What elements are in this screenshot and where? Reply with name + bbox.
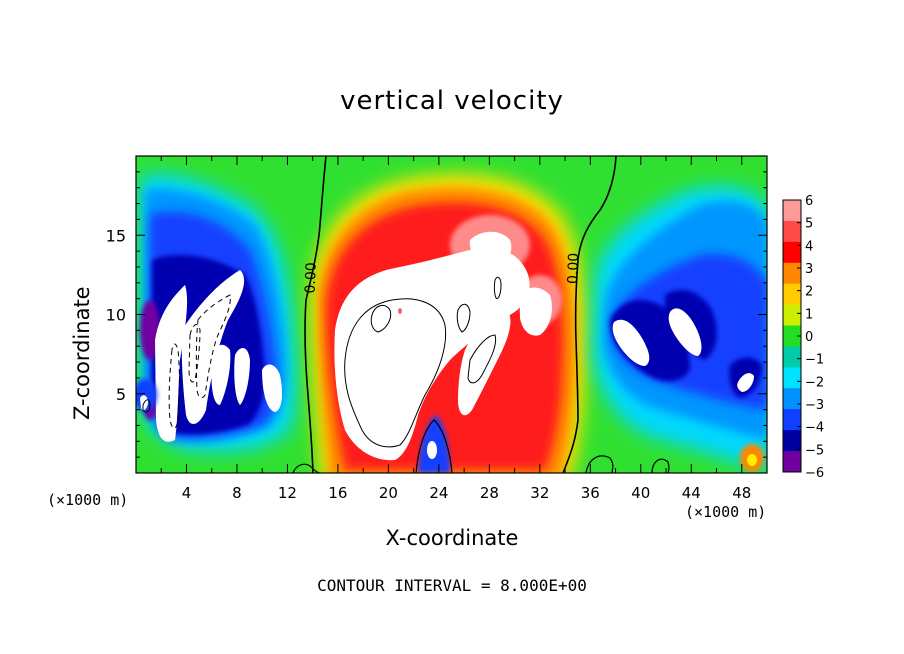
colorbar-swatch [783, 409, 801, 431]
y-axis-ticks: 5 10 15 [106, 171, 767, 458]
x-axis-label: X-coordinate [385, 526, 519, 550]
colorbar-swatch [783, 346, 801, 368]
x-tick-label: 4 [182, 484, 192, 502]
x-tick-label: 40 [631, 484, 650, 502]
contour-label: 0.00 [303, 262, 320, 294]
colorbar-swatch [783, 451, 801, 473]
x-tick-label: 32 [530, 484, 549, 502]
colorbar-label: 6 [805, 194, 813, 209]
chart-title: vertical velocity [340, 86, 564, 116]
colorbar-swatch [783, 200, 801, 222]
colorbar-label: 3 [805, 262, 813, 277]
colorbar-label: 2 [805, 285, 813, 300]
colorbar-swatch [783, 262, 801, 285]
contour-labels: 0.00 0.00 [303, 253, 583, 294]
x-tick-label: 28 [480, 484, 499, 502]
y-tick-label: 10 [106, 306, 126, 325]
colorbar-swatch [783, 241, 801, 264]
colorbar-label: 1 [805, 307, 813, 322]
x-tick-label: 20 [379, 484, 398, 502]
x-tick-label: 36 [581, 484, 600, 502]
colorbar-swatch [783, 283, 801, 306]
x-tick-label: 8 [232, 484, 242, 502]
x-unit-right: (×1000 m) [685, 503, 767, 521]
colorbar-label: −1 [805, 353, 824, 368]
colorbar-label: 4 [805, 239, 813, 254]
y-axis-label: Z-coordinate [70, 286, 94, 420]
x-tick-label: 44 [682, 484, 701, 502]
colorbar-label: −3 [805, 398, 824, 413]
colorbar-label: −6 [805, 466, 824, 481]
contour-label: 0.00 [565, 253, 582, 285]
colorbar-swatch [783, 304, 801, 327]
colorbar-label: −5 [805, 443, 824, 458]
x-tick-label: 24 [429, 484, 448, 502]
colorbar-swatch [783, 367, 801, 389]
x-tick-label: 12 [278, 484, 297, 502]
colorbar-swatch [783, 220, 801, 243]
colorbar-swatch [783, 388, 801, 410]
colorbar: 6 5 4 3 2 1 0 −1 −2 −3 −4 −5 −6 [782, 194, 824, 481]
x-tick-label: 48 [732, 484, 751, 502]
colorbar-label: 0 [805, 330, 813, 345]
velocity-field [136, 156, 767, 473]
y-tick-label: 5 [116, 385, 126, 404]
x-unit-left: (×1000 m) [47, 491, 129, 509]
colorbar-label: −4 [805, 421, 824, 436]
colorbar-swatch [783, 325, 801, 347]
x-axis-ticks: 4 8 12 16 20 24 28 32 36 40 44 48 [160, 156, 751, 502]
colorbar-label: 5 [805, 217, 813, 232]
contour-interval-note: CONTOUR INTERVAL = 8.000E+00 [317, 576, 587, 595]
x-tick-label: 16 [328, 484, 347, 502]
y-tick-label: 15 [106, 226, 126, 245]
colorbar-swatch [783, 430, 801, 452]
colorbar-label: −2 [805, 375, 824, 390]
